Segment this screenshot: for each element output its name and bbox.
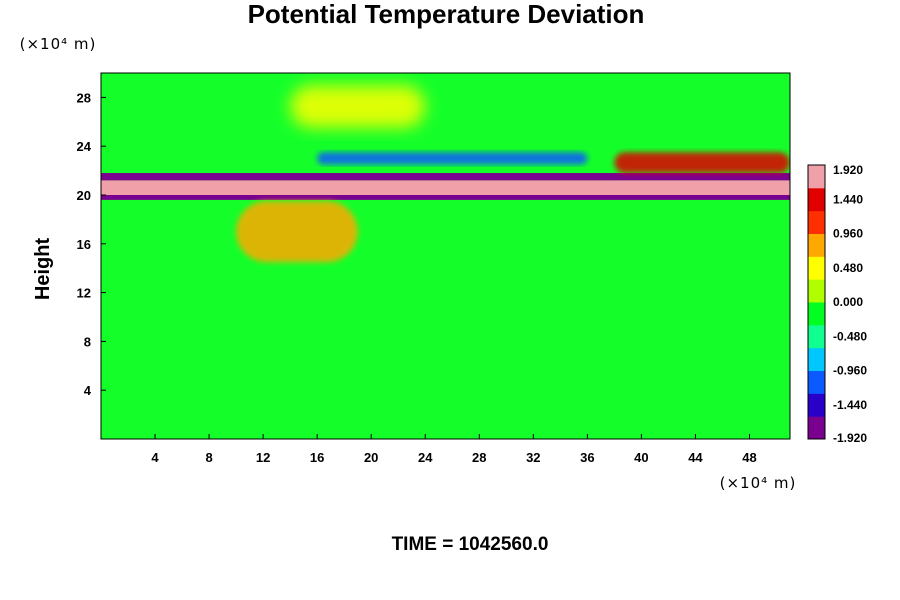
- y-axis-unit: (×10⁴ m): [20, 35, 97, 53]
- heatmap-feature: [101, 180, 790, 195]
- colorbar-label: -1.920: [833, 431, 867, 445]
- colorbar-bands: [808, 165, 825, 440]
- colorbar-band: [808, 416, 825, 440]
- colorbar-label: 1.920: [833, 163, 863, 177]
- colorbar-band: [808, 256, 825, 280]
- x-tick-label: 40: [634, 450, 648, 465]
- x-tick-label: 28: [472, 450, 486, 465]
- heatmap-feature: [101, 195, 790, 200]
- heatmap-feature: [236, 201, 358, 263]
- x-tick-label: 4: [151, 450, 159, 465]
- colorbar-label: 1.440: [833, 192, 863, 206]
- colorbar-label: 0.480: [833, 261, 863, 275]
- chart-title: Potential Temperature Deviation: [248, 0, 645, 29]
- plot-frame: [100, 72, 791, 440]
- colorbar-band: [808, 370, 825, 394]
- colorbar-band: [808, 210, 825, 234]
- colorbar-band: [808, 233, 825, 257]
- x-tick-label: 48: [742, 450, 756, 465]
- colorbar-labels: 1.920 1.440 0.960 0.480 0.000 -0.480 -0.960 -1.…: [833, 163, 867, 445]
- colorbar-label: -1.440: [833, 398, 867, 412]
- x-tick-label: 12: [256, 450, 270, 465]
- colorbar-band: [808, 302, 825, 326]
- time-annotation: TIME = 1042560.0: [392, 534, 549, 555]
- x-tick-label: 32: [526, 450, 540, 465]
- heatmap-feature: [290, 85, 426, 128]
- colorbar-label: -0.480: [833, 329, 867, 343]
- colorbar-band: [808, 324, 825, 349]
- heatmap-plot-area: [100, 72, 791, 440]
- y-tick-label: 28: [77, 90, 91, 105]
- heatmap-background: [101, 73, 790, 439]
- x-tick-label: 24: [418, 450, 433, 465]
- y-tick-label: 20: [77, 188, 91, 203]
- colorbar: 1.920 1.440 0.960 0.480 0.000 -0.480 -0.960 -1.…: [807, 163, 867, 445]
- y-tick-label: 24: [77, 139, 92, 154]
- heatmap-feature: [317, 152, 588, 165]
- x-axis-unit: (×10⁴ m): [720, 474, 797, 492]
- x-tick-label: 20: [364, 450, 378, 465]
- colorbar-band: [808, 187, 825, 212]
- heatmap-feature: [614, 152, 790, 174]
- y-tick-label: 4: [84, 383, 92, 398]
- colorbar-label: 0.960: [833, 227, 863, 241]
- colorbar-label: -0.960: [833, 364, 867, 378]
- x-axis-ticks: 4 8 12 16 20 24 28 32 36 40 44 48: [151, 434, 757, 465]
- colorbar-band: [808, 393, 825, 417]
- colorbar-label: 0.000: [833, 295, 863, 309]
- y-tick-label: 8: [84, 334, 91, 349]
- x-tick-label: 8: [205, 450, 212, 465]
- x-tick-label: 16: [310, 450, 324, 465]
- y-axis-ticks: 4 8 12 16 20 24 28: [77, 90, 106, 398]
- y-tick-label: 12: [77, 286, 91, 301]
- y-axis-label: Height: [32, 238, 54, 301]
- heatmap-feature: [101, 173, 790, 181]
- y-tick-label: 16: [77, 237, 91, 252]
- colorbar-band: [808, 165, 825, 189]
- colorbar-band: [808, 347, 825, 371]
- colorbar-band: [808, 279, 825, 303]
- x-tick-label: 36: [580, 450, 594, 465]
- heatmap-features: [101, 85, 790, 263]
- colorbar-frame: [807, 164, 826, 440]
- x-tick-label: 44: [688, 450, 703, 465]
